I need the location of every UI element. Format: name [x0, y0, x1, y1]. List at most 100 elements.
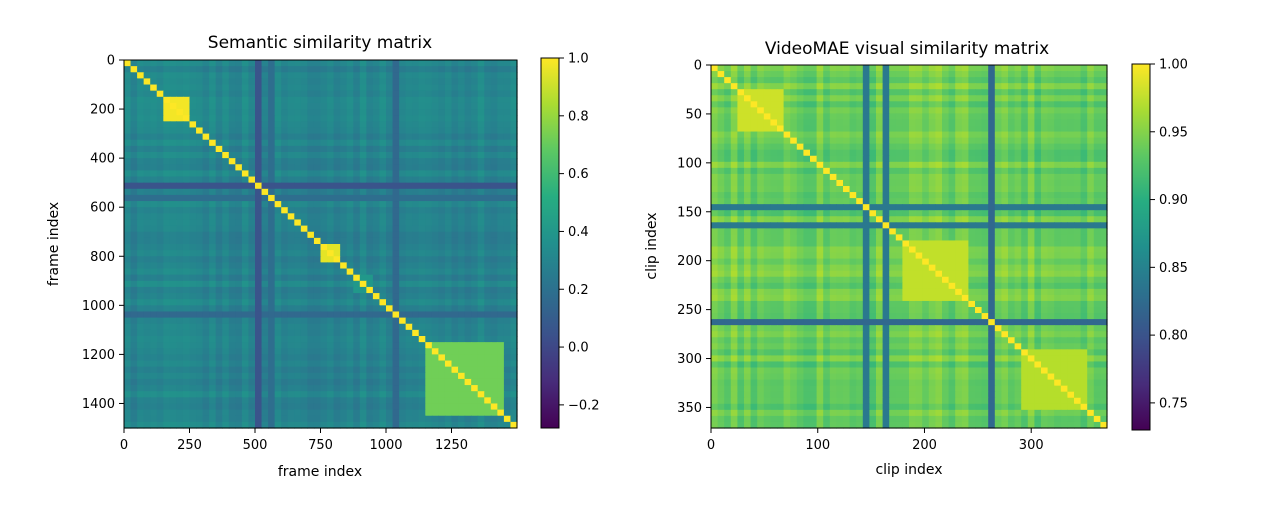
heatmap-cell — [1054, 161, 1062, 169]
heatmap-cell — [346, 170, 354, 178]
heatmap-cell — [1041, 161, 1049, 169]
heatmap-cell — [803, 155, 811, 163]
heatmap-cell — [386, 366, 394, 374]
heatmap-cell — [856, 161, 864, 169]
heatmap-cell — [261, 354, 269, 362]
heatmap-cell — [829, 125, 837, 133]
heatmap-cell — [294, 194, 302, 202]
heatmap-cell — [353, 201, 361, 208]
heatmap-cell — [274, 60, 282, 67]
heatmap-cell — [359, 378, 367, 386]
heatmap-cell — [222, 176, 230, 184]
heatmap-cell — [189, 182, 197, 190]
heatmap-cell — [215, 139, 223, 147]
heatmap-cell — [477, 109, 485, 116]
heatmap-cell — [143, 231, 151, 239]
heatmap-cell — [425, 102, 433, 110]
heatmap-cell — [255, 409, 263, 417]
heatmap-cell — [510, 102, 518, 110]
heatmap-cell — [169, 115, 177, 122]
heatmap-cell — [1027, 113, 1035, 121]
heatmap-cell — [163, 194, 171, 202]
heatmap-cell — [988, 77, 996, 84]
heatmap-cell — [503, 219, 512, 227]
heatmap-cell — [137, 158, 145, 165]
heatmap-cell — [849, 131, 857, 139]
heatmap-cell — [444, 133, 453, 141]
heatmap-cell — [418, 121, 426, 129]
heatmap-cell — [1008, 101, 1016, 108]
heatmap-cell — [399, 219, 407, 227]
heatmap-cell — [849, 179, 857, 187]
heatmap-cell — [300, 323, 308, 331]
heatmap-cell — [425, 415, 433, 423]
heatmap-cell — [320, 250, 328, 257]
heatmap-cell — [327, 158, 335, 165]
heatmap-cell — [261, 60, 269, 67]
heatmap-cell — [241, 201, 250, 208]
heatmap-cell — [895, 71, 903, 78]
heatmap-cell — [412, 170, 420, 178]
heatmap-cell — [1093, 149, 1101, 157]
heatmap-cell — [955, 131, 963, 139]
heatmap-cell — [209, 348, 217, 355]
heatmap-cell — [248, 274, 256, 282]
heatmap-cell — [274, 256, 282, 263]
heatmap-cell — [150, 152, 158, 159]
heatmap-cell — [816, 71, 824, 78]
heatmap-cell — [327, 323, 335, 331]
heatmap-cell — [425, 96, 433, 104]
heatmap-cell — [340, 152, 348, 159]
heatmap-cell — [189, 109, 197, 116]
heatmap-cell — [353, 225, 361, 233]
heatmap-cell — [156, 409, 164, 417]
heatmap-cell — [1021, 89, 1029, 96]
heatmap-cell — [150, 158, 158, 165]
heatmap-cell — [379, 329, 387, 337]
heatmap-cell — [176, 139, 184, 147]
heatmap-cell — [431, 176, 439, 184]
heatmap-cell — [359, 170, 367, 178]
heatmap-cell — [783, 155, 791, 163]
heatmap-cell — [399, 372, 407, 380]
heatmap-cell — [150, 121, 158, 129]
heatmap-cell — [241, 170, 250, 178]
heatmap-cell — [497, 372, 505, 380]
heatmap-cell — [327, 96, 335, 104]
heatmap-cell — [353, 323, 361, 331]
heatmap-cell — [405, 354, 413, 362]
heatmap-cell — [307, 421, 315, 429]
heatmap-cell — [477, 188, 485, 196]
heatmap-cell — [150, 250, 158, 257]
heatmap-cell — [333, 194, 341, 202]
heatmap-cell — [261, 127, 269, 135]
heatmap-cell — [366, 391, 374, 398]
heatmap-cell — [340, 421, 348, 429]
colorbar-tick-label: 0.2 — [568, 283, 589, 298]
heatmap-cell — [1074, 137, 1082, 145]
heatmap-cell — [503, 152, 512, 159]
heatmap-cell — [438, 115, 446, 122]
heatmap-cell — [477, 317, 485, 325]
heatmap-cell — [307, 305, 315, 313]
heatmap-cell — [372, 201, 381, 208]
heatmap-cell — [196, 84, 204, 92]
heatmap-cell — [829, 119, 837, 127]
heatmap-cell — [418, 329, 426, 337]
heatmap-cell — [137, 219, 145, 227]
heatmap-cell — [451, 366, 459, 374]
heatmap-cell — [399, 256, 407, 263]
heatmap-cell — [431, 90, 439, 98]
heatmap-cell — [169, 139, 177, 147]
heatmap-cell — [1001, 113, 1009, 121]
heatmap-cell — [327, 409, 335, 417]
heatmap-cell — [1093, 113, 1101, 121]
heatmap-cell — [988, 161, 996, 169]
heatmap-cell — [490, 280, 498, 288]
heatmap-cell — [209, 121, 217, 129]
heatmap-cell — [737, 125, 745, 133]
heatmap-cell — [189, 378, 197, 386]
heatmap-cell — [372, 286, 381, 294]
heatmap-cell — [124, 72, 132, 79]
heatmap-cell — [425, 127, 433, 135]
